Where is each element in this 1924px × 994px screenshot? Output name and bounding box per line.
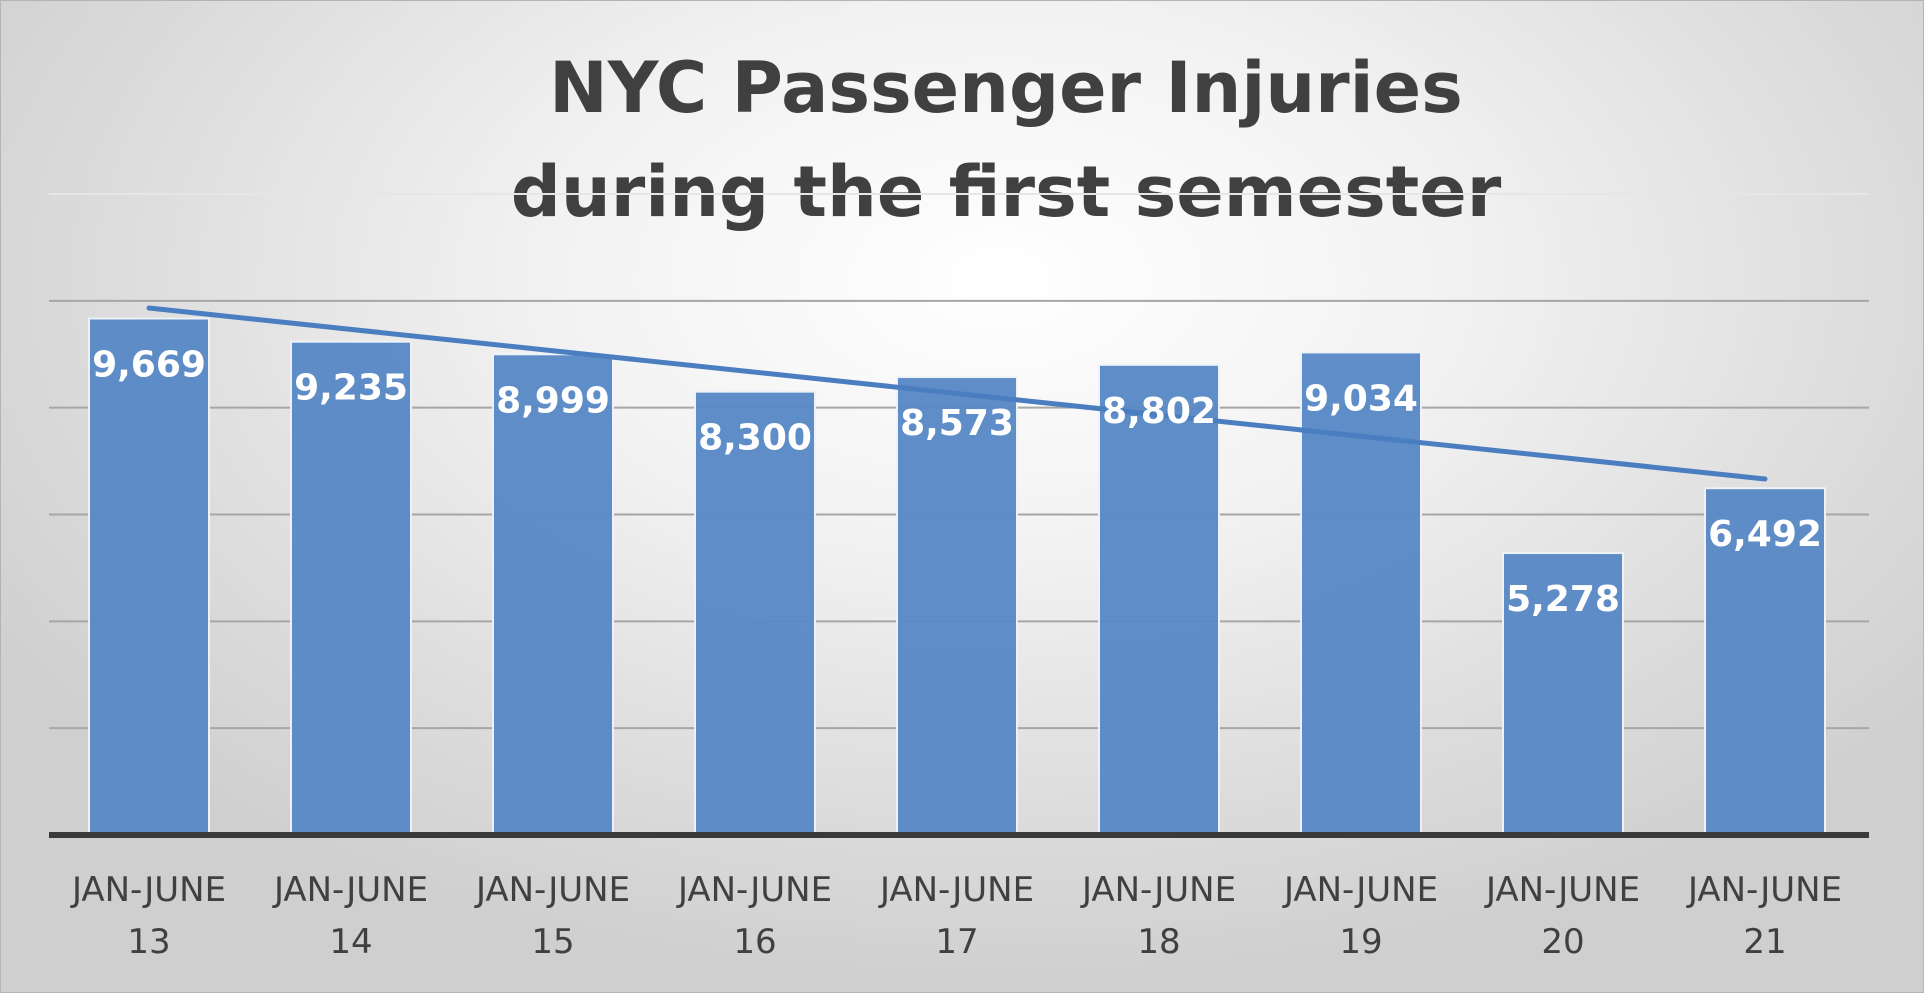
data-label: 8,999 bbox=[496, 380, 610, 421]
chart-title-line2: during the first semester bbox=[510, 151, 1502, 233]
bar bbox=[1502, 552, 1624, 836]
x-tick-label-line2: 16 bbox=[733, 922, 776, 962]
x-tick-label: JAN-JUNE 17 bbox=[878, 870, 1034, 962]
x-tick-label-line1: JAN-JUNE bbox=[272, 870, 428, 910]
x-tick-label-line2: 21 bbox=[1743, 922, 1786, 962]
x-tick-label-line1: JAN-JUNE bbox=[70, 870, 226, 910]
bars bbox=[88, 317, 1826, 837]
x-tick-label-line1: JAN-JUNE bbox=[474, 870, 630, 910]
x-tick-label-line2: 13 bbox=[127, 922, 170, 962]
bar bbox=[290, 340, 412, 836]
x-tick-label: JAN-JUNE 15 bbox=[474, 870, 630, 962]
x-tick-label-line1: JAN-JUNE bbox=[676, 870, 832, 910]
x-tick-label: JAN-JUNE 16 bbox=[676, 870, 832, 962]
trendline bbox=[146, 305, 1768, 482]
data-label: 8,802 bbox=[1102, 391, 1216, 432]
x-tick-label-line2: 18 bbox=[1137, 922, 1180, 962]
x-tick-label-line2: 14 bbox=[329, 922, 372, 962]
data-label: 9,235 bbox=[294, 368, 408, 409]
bar bbox=[88, 317, 210, 837]
x-tick-label: JAN-JUNE 13 bbox=[70, 870, 226, 962]
trendline-path bbox=[146, 305, 1768, 482]
data-label: 9,034 bbox=[1304, 378, 1418, 419]
x-tick-label-line1: JAN-JUNE bbox=[1080, 870, 1236, 910]
x-tick-label-line1: JAN-JUNE bbox=[1282, 870, 1438, 910]
x-tick-labels: JAN-JUNE 13 JAN-JUNE 14 JAN-JUNE 15 JAN-JUNE 16… bbox=[70, 870, 1842, 962]
x-tick-label-line2: 15 bbox=[531, 922, 574, 962]
data-label: 8,300 bbox=[698, 418, 812, 459]
data-label: 9,669 bbox=[92, 345, 206, 386]
x-tick-label: JAN-JUNE 21 bbox=[1686, 870, 1842, 962]
bar bbox=[896, 376, 1018, 836]
x-tick-label-line2: 20 bbox=[1541, 922, 1584, 962]
x-tick-label-line1: JAN-JUNE bbox=[1484, 870, 1640, 910]
x-tick-label: JAN-JUNE 20 bbox=[1484, 870, 1640, 962]
data-label: 6,492 bbox=[1708, 514, 1822, 555]
bar bbox=[1704, 487, 1826, 836]
bar bbox=[492, 353, 614, 836]
data-label: 5,278 bbox=[1506, 579, 1620, 620]
x-tick-label: JAN-JUNE 14 bbox=[272, 870, 428, 962]
x-tick-label-line1: JAN-JUNE bbox=[878, 870, 1034, 910]
bar bbox=[694, 390, 816, 836]
x-tick-label-line1: JAN-JUNE bbox=[1686, 870, 1842, 910]
bar bbox=[1098, 363, 1220, 836]
x-tick-label: JAN-JUNE 18 bbox=[1080, 870, 1236, 962]
chart-title-line1: NYC Passenger Injuries bbox=[549, 47, 1463, 129]
x-tick-label-line2: 17 bbox=[935, 922, 978, 962]
x-tick-label: JAN-JUNE 19 bbox=[1282, 870, 1438, 962]
bar bbox=[1300, 351, 1422, 836]
data-labels: 9,669 9,235 8,999 8,300 8,573 8,802 9,034 5,278… bbox=[92, 345, 1822, 621]
x-tick-label-line2: 19 bbox=[1339, 922, 1382, 962]
data-label: 8,573 bbox=[900, 403, 1014, 444]
